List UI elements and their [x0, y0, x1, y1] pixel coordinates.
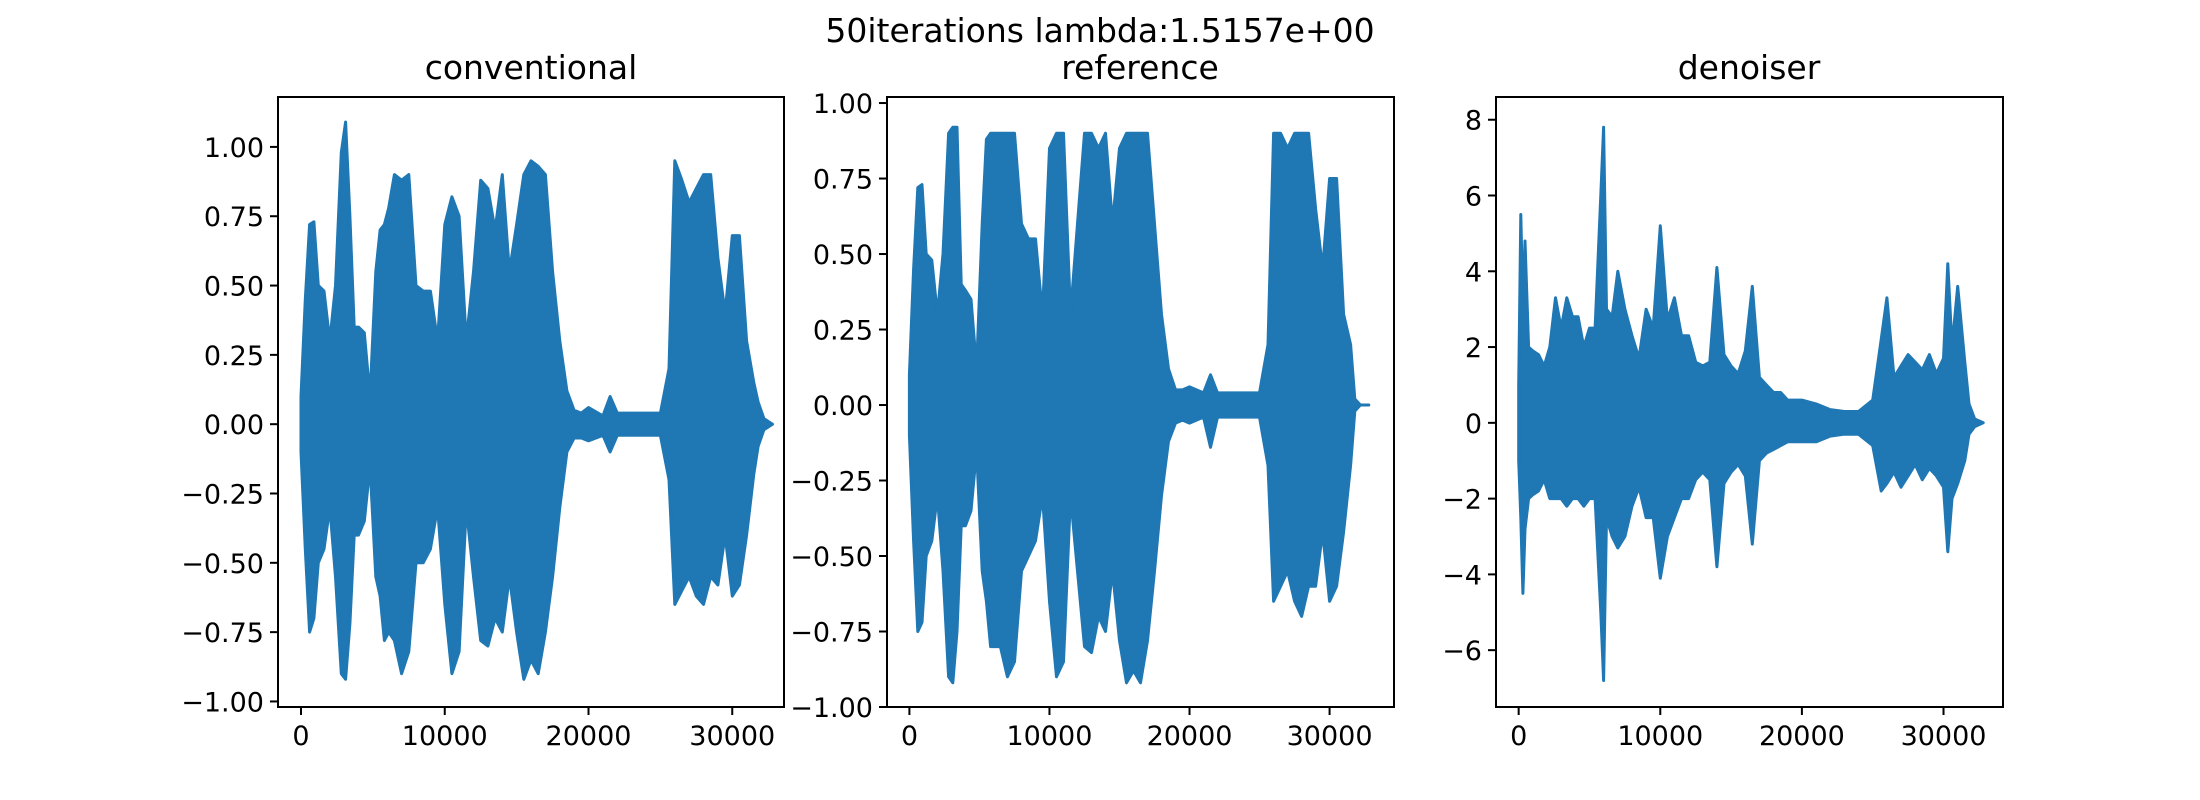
y-tick-label: 0.25	[204, 341, 264, 372]
y-tick-label: 2	[1465, 333, 1482, 364]
y-tick-label: −1.00	[790, 693, 873, 724]
x-tick-label: 20000	[1147, 721, 1233, 752]
y-tick-label: 1.00	[204, 133, 264, 164]
y-tick-label: 8	[1465, 106, 1482, 137]
y-tick-label: 0.75	[813, 165, 873, 196]
axis-ticks: 0 10000 20000 30000 −1.00 −0.75 −0.50 −0.25 0.00…	[181, 133, 775, 752]
y-tick-label: 0.50	[204, 272, 264, 303]
signal-series	[299, 120, 774, 681]
x-tick-label: 10000	[402, 721, 488, 752]
axes-frame	[277, 96, 785, 708]
x-tick-label: 0	[1510, 721, 1527, 752]
axes-reference: reference 0 10000 20000 30000 −1.00 −0.75 −0.5…	[790, 48, 1395, 752]
y-tick-label: 6	[1465, 182, 1482, 213]
y-tick-label: 0.25	[813, 316, 873, 347]
axis-ticks: 0 10000 20000 30000 −6 −4 −2 0 2 4 6 8	[1442, 106, 1986, 752]
axes-frame	[1495, 96, 2004, 708]
y-tick-label: −6	[1442, 636, 1482, 667]
x-tick-label: 10000	[1617, 721, 1703, 752]
figure-suptitle: 50iterations lambda:1.5157e+00	[825, 11, 1374, 50]
y-tick-label: −0.75	[790, 618, 873, 649]
axes-frame	[886, 96, 1395, 708]
x-tick-label: 30000	[689, 721, 775, 752]
y-tick-label: 0.50	[813, 240, 873, 271]
y-tick-label: 0.75	[204, 202, 264, 233]
x-tick-label: 20000	[1759, 721, 1845, 752]
x-tick-label: 10000	[1007, 721, 1093, 752]
y-tick-label: 0.00	[204, 410, 264, 441]
signal-series	[1517, 125, 1985, 682]
x-tick-label: 20000	[546, 721, 632, 752]
signal-envelope-0	[907, 125, 1371, 685]
x-tick-label: 30000	[1901, 721, 1987, 752]
y-tick-label: −0.75	[181, 618, 264, 649]
y-tick-label: 0	[1465, 409, 1482, 440]
signal-envelope-0	[1517, 125, 1985, 682]
y-tick-label: −2	[1442, 485, 1482, 516]
axes-conventional: conventional 0 10000 20000 30000 −1.00 −0.75 −…	[181, 48, 785, 752]
y-tick-label: 4	[1465, 257, 1482, 288]
y-tick-label: 0.00	[813, 391, 873, 422]
axis-ticks: 0 10000 20000 30000 −1.00 −0.75 −0.50 −0.25 0.00…	[790, 89, 1372, 752]
y-tick-label: −0.25	[790, 467, 873, 498]
signal-series	[907, 125, 1371, 685]
x-tick-label: 0	[292, 721, 309, 752]
y-tick-label: 1.00	[813, 89, 873, 120]
axes-title: reference	[1061, 48, 1219, 87]
y-tick-label: −0.50	[790, 542, 873, 573]
y-tick-label: −1.00	[181, 687, 264, 718]
x-tick-label: 30000	[1287, 721, 1373, 752]
y-tick-label: −0.25	[181, 480, 264, 511]
signal-envelope-0	[299, 120, 774, 681]
axes-title: denoiser	[1678, 48, 1821, 87]
x-tick-label: 0	[901, 721, 918, 752]
y-tick-label: −0.50	[181, 549, 264, 580]
axes-denoiser: denoiser 0 10000 20000 30000 −6 −4 −2 0 2 4 6 8	[1442, 48, 2004, 752]
y-tick-label: −4	[1442, 560, 1482, 591]
axes-title: conventional	[425, 48, 638, 87]
